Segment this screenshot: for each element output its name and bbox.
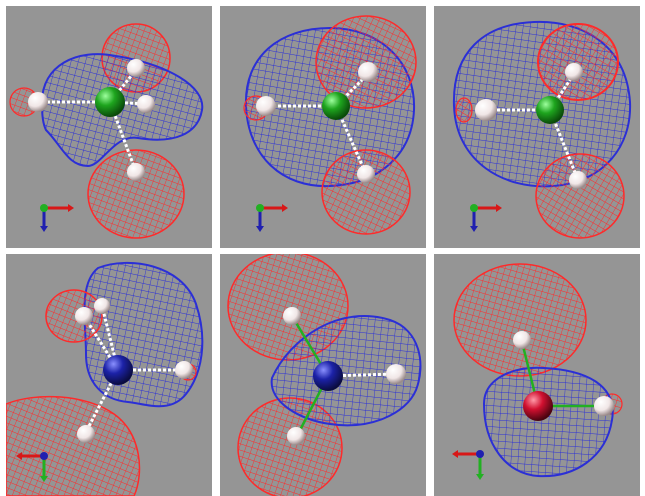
hydrogen-atom-right [594, 396, 614, 416]
hydrogen-atom-top [358, 62, 378, 82]
axis-triad [40, 204, 74, 232]
carbon-atom [95, 87, 125, 117]
hydrogen-atom-right [386, 364, 406, 384]
hydrogen-atom-left [28, 92, 48, 112]
positive-lobe [83, 261, 204, 408]
axis-triad [256, 204, 288, 232]
axis-triad [452, 450, 484, 480]
hydrogen-atom-bottom [357, 165, 375, 183]
oxygen-atom [523, 391, 553, 421]
negative-lobe-bottom [87, 149, 185, 239]
hydrogen-atom-bottom [77, 425, 95, 443]
negative-lobe-top [537, 23, 619, 101]
panel-5-nitrogen [220, 254, 426, 496]
hydrogen-atom-top [94, 298, 110, 314]
hydrogen-atom-top [513, 331, 531, 349]
hydrogen-atom-right [137, 95, 155, 113]
negative-lobe-upper-left [45, 289, 103, 343]
panel-2-carbon [220, 6, 426, 248]
hydrogen-atom-upper-left [75, 307, 93, 325]
negative-lobe-bottom [321, 149, 411, 235]
nitrogen-atom [103, 355, 133, 385]
nitrogen-atom [313, 361, 343, 391]
hydrogen-atom-bottom [127, 163, 145, 181]
negative-lobe-top [315, 15, 417, 109]
carbon-atom [536, 96, 564, 124]
hydrogen-atom-bottom [287, 427, 305, 445]
hydrogen-atom-bottom [569, 171, 587, 189]
hydrogen-atom-top [127, 59, 145, 77]
hydrogen-atom-left [256, 96, 276, 116]
panel-4-nitrogen [6, 254, 212, 496]
panel-6-oxygen [434, 254, 640, 496]
negative-lobe-lower-left [6, 395, 141, 496]
axis-triad [470, 204, 502, 232]
positive-lobe [482, 366, 614, 478]
panel-1-carbon [6, 6, 212, 248]
carbon-atom [322, 92, 350, 120]
axis-triad [16, 452, 48, 482]
panel-3-carbon [434, 6, 640, 248]
negative-lobe-left [455, 97, 473, 123]
hydrogen-atom-top [565, 63, 583, 81]
negative-lobe-bottom [535, 153, 625, 239]
hydrogen-atom-right [175, 361, 193, 379]
negative-lobe-top [453, 263, 587, 377]
hydrogen-atom-top [283, 307, 301, 325]
hydrogen-atom-left [475, 99, 497, 121]
